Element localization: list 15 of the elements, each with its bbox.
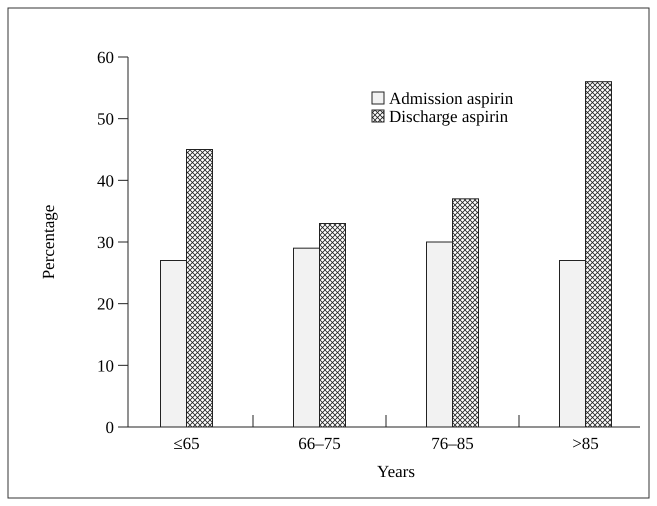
x-tick-label: 76–85	[431, 434, 474, 453]
y-tick-label: 50	[97, 110, 114, 129]
x-axis-title: Years	[377, 462, 415, 481]
legend-label: Admission aspirin	[389, 88, 514, 108]
y-tick-label: 60	[97, 48, 114, 67]
y-tick-label: 40	[97, 171, 114, 190]
y-tick-label: 20	[97, 294, 114, 314]
x-tick-label: 66–75	[298, 434, 341, 453]
legend-label: Discharge aspirin	[389, 106, 509, 126]
x-tick-label: ≤65	[173, 434, 200, 453]
y-axis-title: Percentage	[39, 204, 58, 280]
x-tick-label: >85	[572, 434, 599, 453]
y-tick-label: 30	[97, 232, 114, 252]
y-tick-label: 10	[97, 356, 114, 376]
y-tick-label: 0	[106, 418, 114, 437]
